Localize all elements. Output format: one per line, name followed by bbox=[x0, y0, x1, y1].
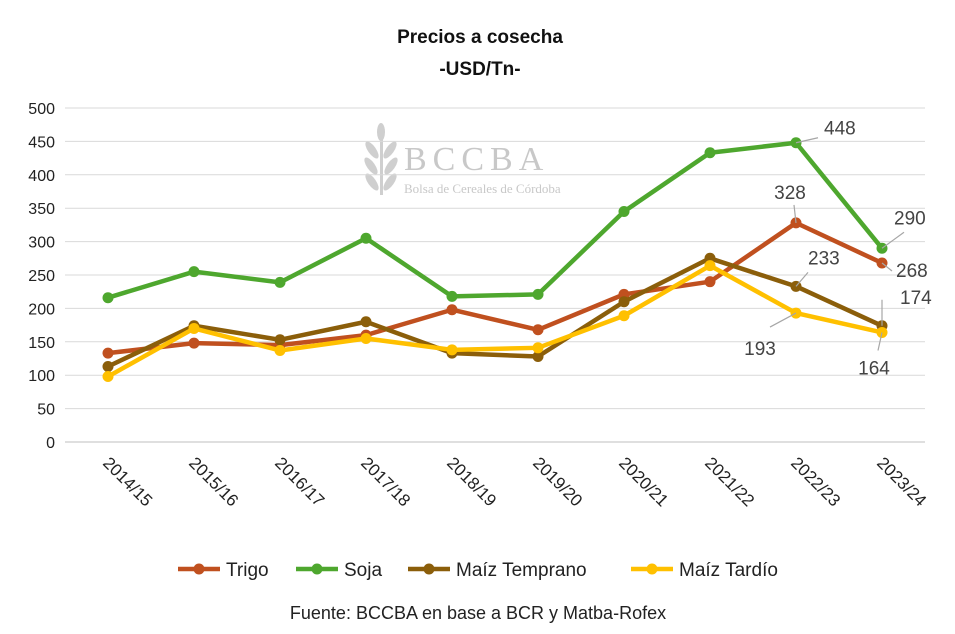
data-point bbox=[618, 296, 630, 308]
legend-marker bbox=[423, 563, 435, 575]
x-tick-label: 2017/18 bbox=[357, 453, 414, 510]
series-line bbox=[107, 256, 883, 369]
data-point bbox=[102, 292, 114, 304]
x-tick-label: 2022/23 bbox=[787, 453, 844, 510]
data-label-leader bbox=[881, 262, 893, 272]
data-point bbox=[274, 344, 286, 356]
series-maiz-tardio bbox=[102, 260, 888, 383]
chart-subtitle: -USD/Tn- bbox=[439, 59, 520, 80]
y-tick-label: 250 bbox=[28, 268, 55, 285]
source-note: Fuente: BCCBA en base a BCR y Matba-Rofe… bbox=[290, 603, 666, 623]
data-labels: 448 290 328 268 233 174 193 164 bbox=[744, 119, 932, 380]
data-label: 290 bbox=[894, 208, 926, 229]
data-point bbox=[446, 290, 458, 302]
x-tick-label: 2015/16 bbox=[185, 453, 242, 510]
data-point bbox=[704, 147, 716, 159]
wheat-icon bbox=[364, 123, 398, 195]
data-point bbox=[274, 334, 286, 346]
bccba-watermark-logo: BCCBA Bolsa de Cereales de Córdoba bbox=[364, 123, 561, 196]
data-point bbox=[102, 347, 114, 359]
data-point bbox=[532, 324, 544, 336]
y-tick-label: 500 bbox=[28, 101, 55, 118]
data-label: 193 bbox=[744, 339, 776, 360]
chart-title: Precios a cosecha bbox=[397, 27, 563, 48]
series-line bbox=[107, 140, 884, 300]
data-point bbox=[102, 361, 114, 373]
series-line bbox=[107, 220, 883, 356]
data-point bbox=[532, 288, 544, 300]
legend-item-trigo: Trigo bbox=[178, 560, 269, 581]
y-tick-label: 350 bbox=[28, 201, 55, 218]
x-tick-label: 2014/15 bbox=[99, 453, 156, 510]
data-point bbox=[360, 232, 372, 244]
legend-label: Maíz Temprano bbox=[456, 560, 587, 581]
x-tick-label: 2021/22 bbox=[701, 453, 758, 510]
y-tick-label: 50 bbox=[37, 402, 55, 419]
data-point bbox=[188, 337, 200, 349]
x-axis-ticks: 2014/15 2015/16 2016/17 2017/18 2018/19 2019/… bbox=[99, 453, 930, 510]
data-point bbox=[446, 304, 458, 316]
data-label: 328 bbox=[774, 183, 806, 204]
y-tick-label: 400 bbox=[28, 168, 55, 185]
data-label-leader bbox=[769, 312, 797, 328]
data-point bbox=[102, 371, 114, 383]
legend-marker bbox=[646, 563, 658, 575]
y-tick-label: 300 bbox=[28, 235, 55, 252]
data-label-leader bbox=[877, 332, 883, 351]
data-point bbox=[532, 350, 544, 362]
data-label-leader bbox=[881, 231, 905, 249]
data-label: 448 bbox=[824, 119, 856, 140]
legend-marker bbox=[193, 563, 205, 575]
data-label-leader bbox=[793, 204, 797, 223]
x-tick-label: 2019/20 bbox=[529, 453, 586, 510]
data-point bbox=[360, 316, 372, 328]
legend-label: Trigo bbox=[226, 560, 269, 581]
x-tick-label: 2016/17 bbox=[271, 453, 328, 510]
legend-label: Soja bbox=[344, 560, 382, 581]
y-tick-label: 450 bbox=[28, 134, 55, 151]
y-tick-label: 100 bbox=[28, 368, 55, 385]
data-point bbox=[704, 260, 716, 272]
y-axis-ticks: 0 50 100 150 200 250 300 350 400 450 500 bbox=[28, 101, 55, 452]
x-tick-label: 2018/19 bbox=[443, 453, 500, 510]
data-point bbox=[704, 276, 716, 288]
data-point bbox=[188, 322, 200, 334]
legend-label: Maíz Tardío bbox=[679, 560, 778, 581]
legend-item-maiz-temprano: Maíz Temprano bbox=[408, 560, 587, 581]
data-point bbox=[618, 310, 630, 322]
series-lines bbox=[102, 137, 888, 383]
series-line bbox=[106, 263, 883, 379]
data-point bbox=[446, 344, 458, 356]
legend-marker bbox=[311, 563, 323, 575]
y-tick-label: 0 bbox=[46, 435, 55, 452]
y-tick-label: 150 bbox=[28, 335, 55, 352]
legend: Trigo Soja Maíz Temprano Maíz Tardío bbox=[178, 560, 778, 581]
data-point bbox=[618, 206, 630, 218]
legend-item-soja: Soja bbox=[296, 560, 382, 581]
data-label-leader bbox=[795, 137, 819, 144]
data-point bbox=[360, 332, 372, 344]
data-label: 164 bbox=[858, 358, 890, 379]
watermark-tagline: Bolsa de Cereales de Córdoba bbox=[404, 181, 561, 196]
data-point bbox=[188, 266, 200, 278]
data-label: 174 bbox=[900, 288, 932, 309]
data-label-leader bbox=[795, 271, 809, 287]
x-tick-label: 2020/21 bbox=[615, 453, 672, 510]
data-label: 233 bbox=[808, 248, 840, 269]
data-label: 268 bbox=[896, 261, 928, 282]
data-point bbox=[532, 342, 544, 354]
watermark-name: BCCBA bbox=[404, 141, 549, 178]
y-tick-label: 200 bbox=[28, 301, 55, 318]
legend-item-maiz-tardio: Maíz Tardío bbox=[631, 560, 778, 581]
x-tick-label: 2023/24 bbox=[873, 453, 930, 510]
data-point bbox=[274, 276, 286, 288]
